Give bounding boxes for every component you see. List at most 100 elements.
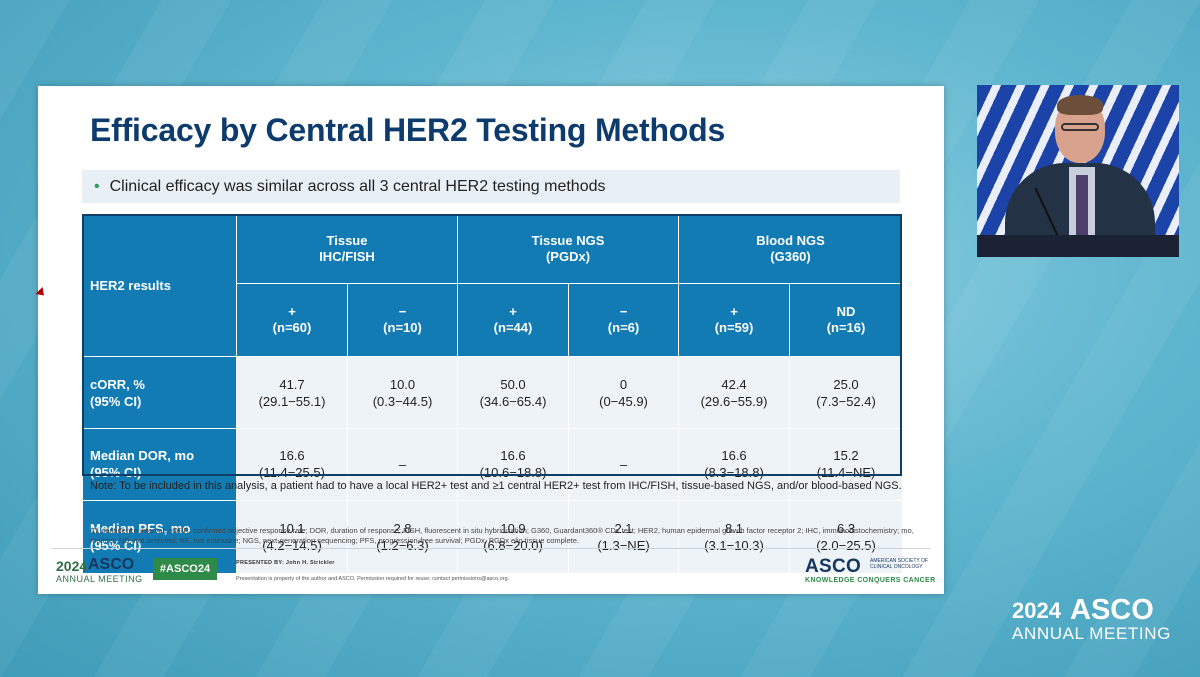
cell-ci: (10.6−18.8) <box>479 465 547 481</box>
cell-value: 10.9 <box>500 520 526 536</box>
subgroup-n: (n=16) <box>826 320 866 336</box>
subgroup-sign: − <box>398 304 407 320</box>
asco-logo: ASCO <box>805 556 862 577</box>
group-name: Blood NGS <box>756 233 825 249</box>
bullet-icon: • <box>94 177 100 195</box>
speaker-video-feed <box>977 85 1179 257</box>
cell-ci: (0.3−44.5) <box>372 393 433 409</box>
subgroup-header: − (n=10) <box>347 283 458 358</box>
table-cell: 41.7 (29.1−55.1) <box>236 356 348 429</box>
key-point-box: • Clinical efficacy was similar across a… <box>82 170 900 203</box>
cell-ci: (8.3−18.8) <box>704 465 764 481</box>
table-cell: 25.0 (7.3−52.4) <box>789 356 904 429</box>
corner-year: 2024 <box>1012 598 1061 623</box>
cell-value: 0 <box>619 376 628 392</box>
hashtag-badge: #ASCO24 <box>153 558 217 580</box>
key-point-text: Clinical efficacy was similar across all… <box>109 177 606 195</box>
row-label-main: cORR, % <box>90 376 145 392</box>
table-cell: 6.3 (2.0−25.5) <box>789 499 904 575</box>
subgroup-n: (n=59) <box>714 320 754 336</box>
subgroup-n: (n=44) <box>493 320 533 336</box>
efficacy-table: HER2 results Tissue IHC/FISH Tissue NGS … <box>82 213 904 575</box>
cell-ci: (6.8−20.0) <box>483 537 543 553</box>
table-cell: 16.6 (8.3−18.8) <box>678 428 791 501</box>
footer-year: 2024 <box>56 558 88 574</box>
row-label: cORR, % (95% CI) <box>82 356 237 429</box>
row-label-ci: (95% CI) <box>90 465 142 481</box>
cell-ci: (1.2−6.3) <box>376 537 429 553</box>
row-label-ci: (95% CI) <box>90 393 142 409</box>
cell-ci: (0−45.9) <box>599 393 648 409</box>
cell-value: 2.1 <box>614 520 633 536</box>
table-cell: 10.0 (0.3−44.5) <box>347 356 458 429</box>
subgroup-header: ND (n=16) <box>789 283 904 358</box>
speaker-hair <box>1057 95 1103 115</box>
subgroup-sign: ND <box>836 304 856 320</box>
corner-annual-meeting: ANNUAL MEETING <box>1012 624 1171 643</box>
footer-asco: ASCO <box>88 556 135 573</box>
row-label: Median DOR, mo (95% CI) <box>82 428 237 501</box>
reuse-notice: Presentation is property of the author a… <box>236 576 510 582</box>
cell-value: 6.3 <box>836 520 856 536</box>
table-cell: 10.9 (6.8−20.0) <box>457 499 569 575</box>
group-header-blood-ngs: Blood NGS (G360) <box>678 213 904 285</box>
abbreviations-footnote: CI, confidence interval; cORR, confirmed… <box>90 526 914 545</box>
podium <box>977 235 1179 257</box>
asco-tagline: KNOWLEDGE CONQUERS CANCER <box>805 577 936 584</box>
table-row: Median DOR, mo (95% CI) 16.6 (11.4−25.5) –… <box>82 428 904 501</box>
cell-value: 10.0 <box>389 376 416 392</box>
group-header-tissue-ngs: Tissue NGS (PGDx) <box>456 213 680 285</box>
subgroup-n: (n=6) <box>607 320 640 336</box>
subgroup-n: (n=10) <box>383 320 422 336</box>
cell-ci: (1.3−NE) <box>597 537 650 553</box>
subgroup-sign: + <box>730 304 738 320</box>
table-cell: 2.1 (1.3−NE) <box>567 499 680 575</box>
table-cell: 15.2 (11.4−NE) <box>789 428 904 501</box>
table-cell: 50.0 (34.6−65.4) <box>457 356 569 429</box>
table-cell: 8.1 (3.1−10.3) <box>678 499 791 575</box>
table-cell: – <box>347 428 458 501</box>
slide-title: Efficacy by Central HER2 Testing Methods <box>90 112 726 148</box>
footer-divider <box>52 548 930 549</box>
cell-ci: (11.4−NE) <box>816 465 876 481</box>
group-name: Tissue <box>326 233 368 249</box>
cell-ci: (7.3−52.4) <box>816 393 876 409</box>
table-cell: 16.6 (10.6−18.8) <box>457 428 569 501</box>
cell-ci: (2.0−25.5) <box>816 537 876 553</box>
cell-ci: (29.6−55.9) <box>700 393 768 409</box>
row-label-header: HER2 results <box>82 213 237 358</box>
subgroup-header: − (n=6) <box>567 283 680 358</box>
presenter-credit: PRESENTED BY: John H. Strickler <box>236 560 335 566</box>
table-cell: 0 (0−45.9) <box>567 356 680 429</box>
cell-value: 2.8 <box>393 520 412 536</box>
row-label-ci: (95% CI) <box>90 537 142 553</box>
cell-value: 10.1 <box>279 520 305 536</box>
subgroup-n: (n=60) <box>272 320 312 336</box>
group-name: Tissue NGS <box>531 233 605 249</box>
group-name-sub: IHC/FISH <box>319 249 375 265</box>
cell-ci: (3.1−10.3) <box>704 537 764 553</box>
slide-footer: 2024 ASCO ANNUAL MEETING #ASCO24 PRESENT… <box>38 552 944 592</box>
table-cell: 10.1 (4.2−14.5) <box>236 499 348 575</box>
subgroup-sign: − <box>619 304 628 320</box>
group-name-sub: (G360) <box>770 249 811 265</box>
table-cell: – <box>567 428 680 501</box>
subgroup-header: + (n=59) <box>678 283 791 358</box>
cell-value: 41.7 <box>279 376 305 392</box>
cell-value: – <box>398 456 407 472</box>
cell-value: 25.0 <box>833 376 859 392</box>
table-note: Note: To be included in this analysis, a… <box>90 480 902 492</box>
cell-value: 50.0 <box>500 376 526 392</box>
cell-ci: (29.1−55.1) <box>258 393 326 409</box>
cell-ci: (11.4−25.5) <box>259 465 325 481</box>
row-label-main: Median PFS, mo <box>90 520 191 536</box>
cell-value: – <box>619 456 628 472</box>
subgroup-sign: + <box>509 304 517 320</box>
subgroup-header: + (n=44) <box>457 283 569 358</box>
footer-annual-meeting: ANNUAL MEETING <box>56 574 143 584</box>
row-label-main: Median DOR, mo <box>90 448 195 464</box>
group-name-sub: (PGDx) <box>545 249 591 265</box>
glasses-icon <box>1061 123 1099 131</box>
subgroup-sign: + <box>288 304 296 320</box>
cell-value: 8.1 <box>724 520 744 536</box>
